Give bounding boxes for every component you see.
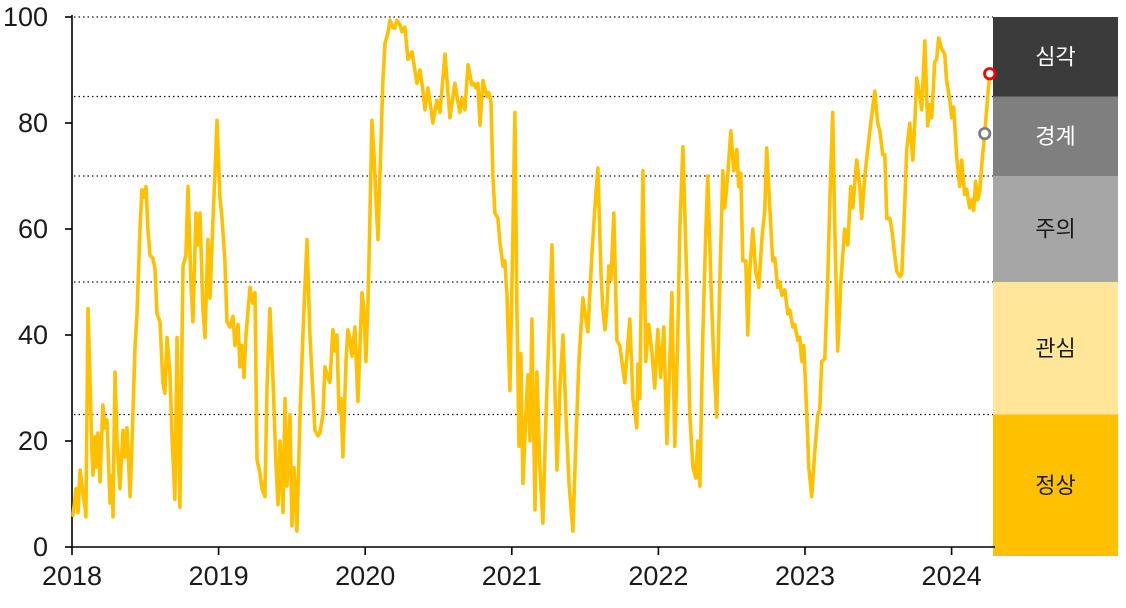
risk-band-label: 경계 [1035, 124, 1075, 149]
risk-band-정상 [993, 414, 1118, 556]
x-tick-label: 2022 [628, 561, 688, 591]
index-line [71, 18, 992, 533]
risk-band-label: 심각 [1035, 44, 1075, 69]
risk-band-label: 정상 [1035, 473, 1075, 498]
risk-band-심각 [993, 17, 1118, 97]
y-tick-label: 40 [18, 320, 48, 350]
x-tick-label: 2021 [482, 561, 542, 591]
y-tick-label: 20 [18, 426, 48, 456]
y-tick-label: 60 [18, 214, 48, 244]
risk-band-label: 관심 [1035, 336, 1075, 361]
x-tick-label: 2024 [922, 561, 982, 591]
y-tick-label: 100 [3, 2, 48, 32]
x-tick-label: 2018 [42, 561, 102, 591]
end-markers [978, 67, 997, 141]
series [71, 18, 992, 533]
x-tick-label: 2019 [189, 561, 249, 591]
previous-value-marker [978, 127, 992, 141]
risk-band-관심 [993, 282, 1118, 415]
risk-band-경계 [993, 96, 1118, 176]
risk-band-주의 [993, 176, 1118, 282]
y-tick-label: 80 [18, 108, 48, 138]
latest-value-marker [983, 67, 997, 81]
x-tick-label: 2020 [335, 561, 395, 591]
risk-band-label: 주의 [1035, 217, 1075, 242]
x-tick-label: 2023 [775, 561, 835, 591]
y-axis: 0 20 40 60 80 100 [3, 2, 73, 562]
x-axis: 2018 2019 2020 2021 2022 2023 2024 [42, 546, 995, 591]
y-tick-label: 0 [33, 532, 48, 562]
